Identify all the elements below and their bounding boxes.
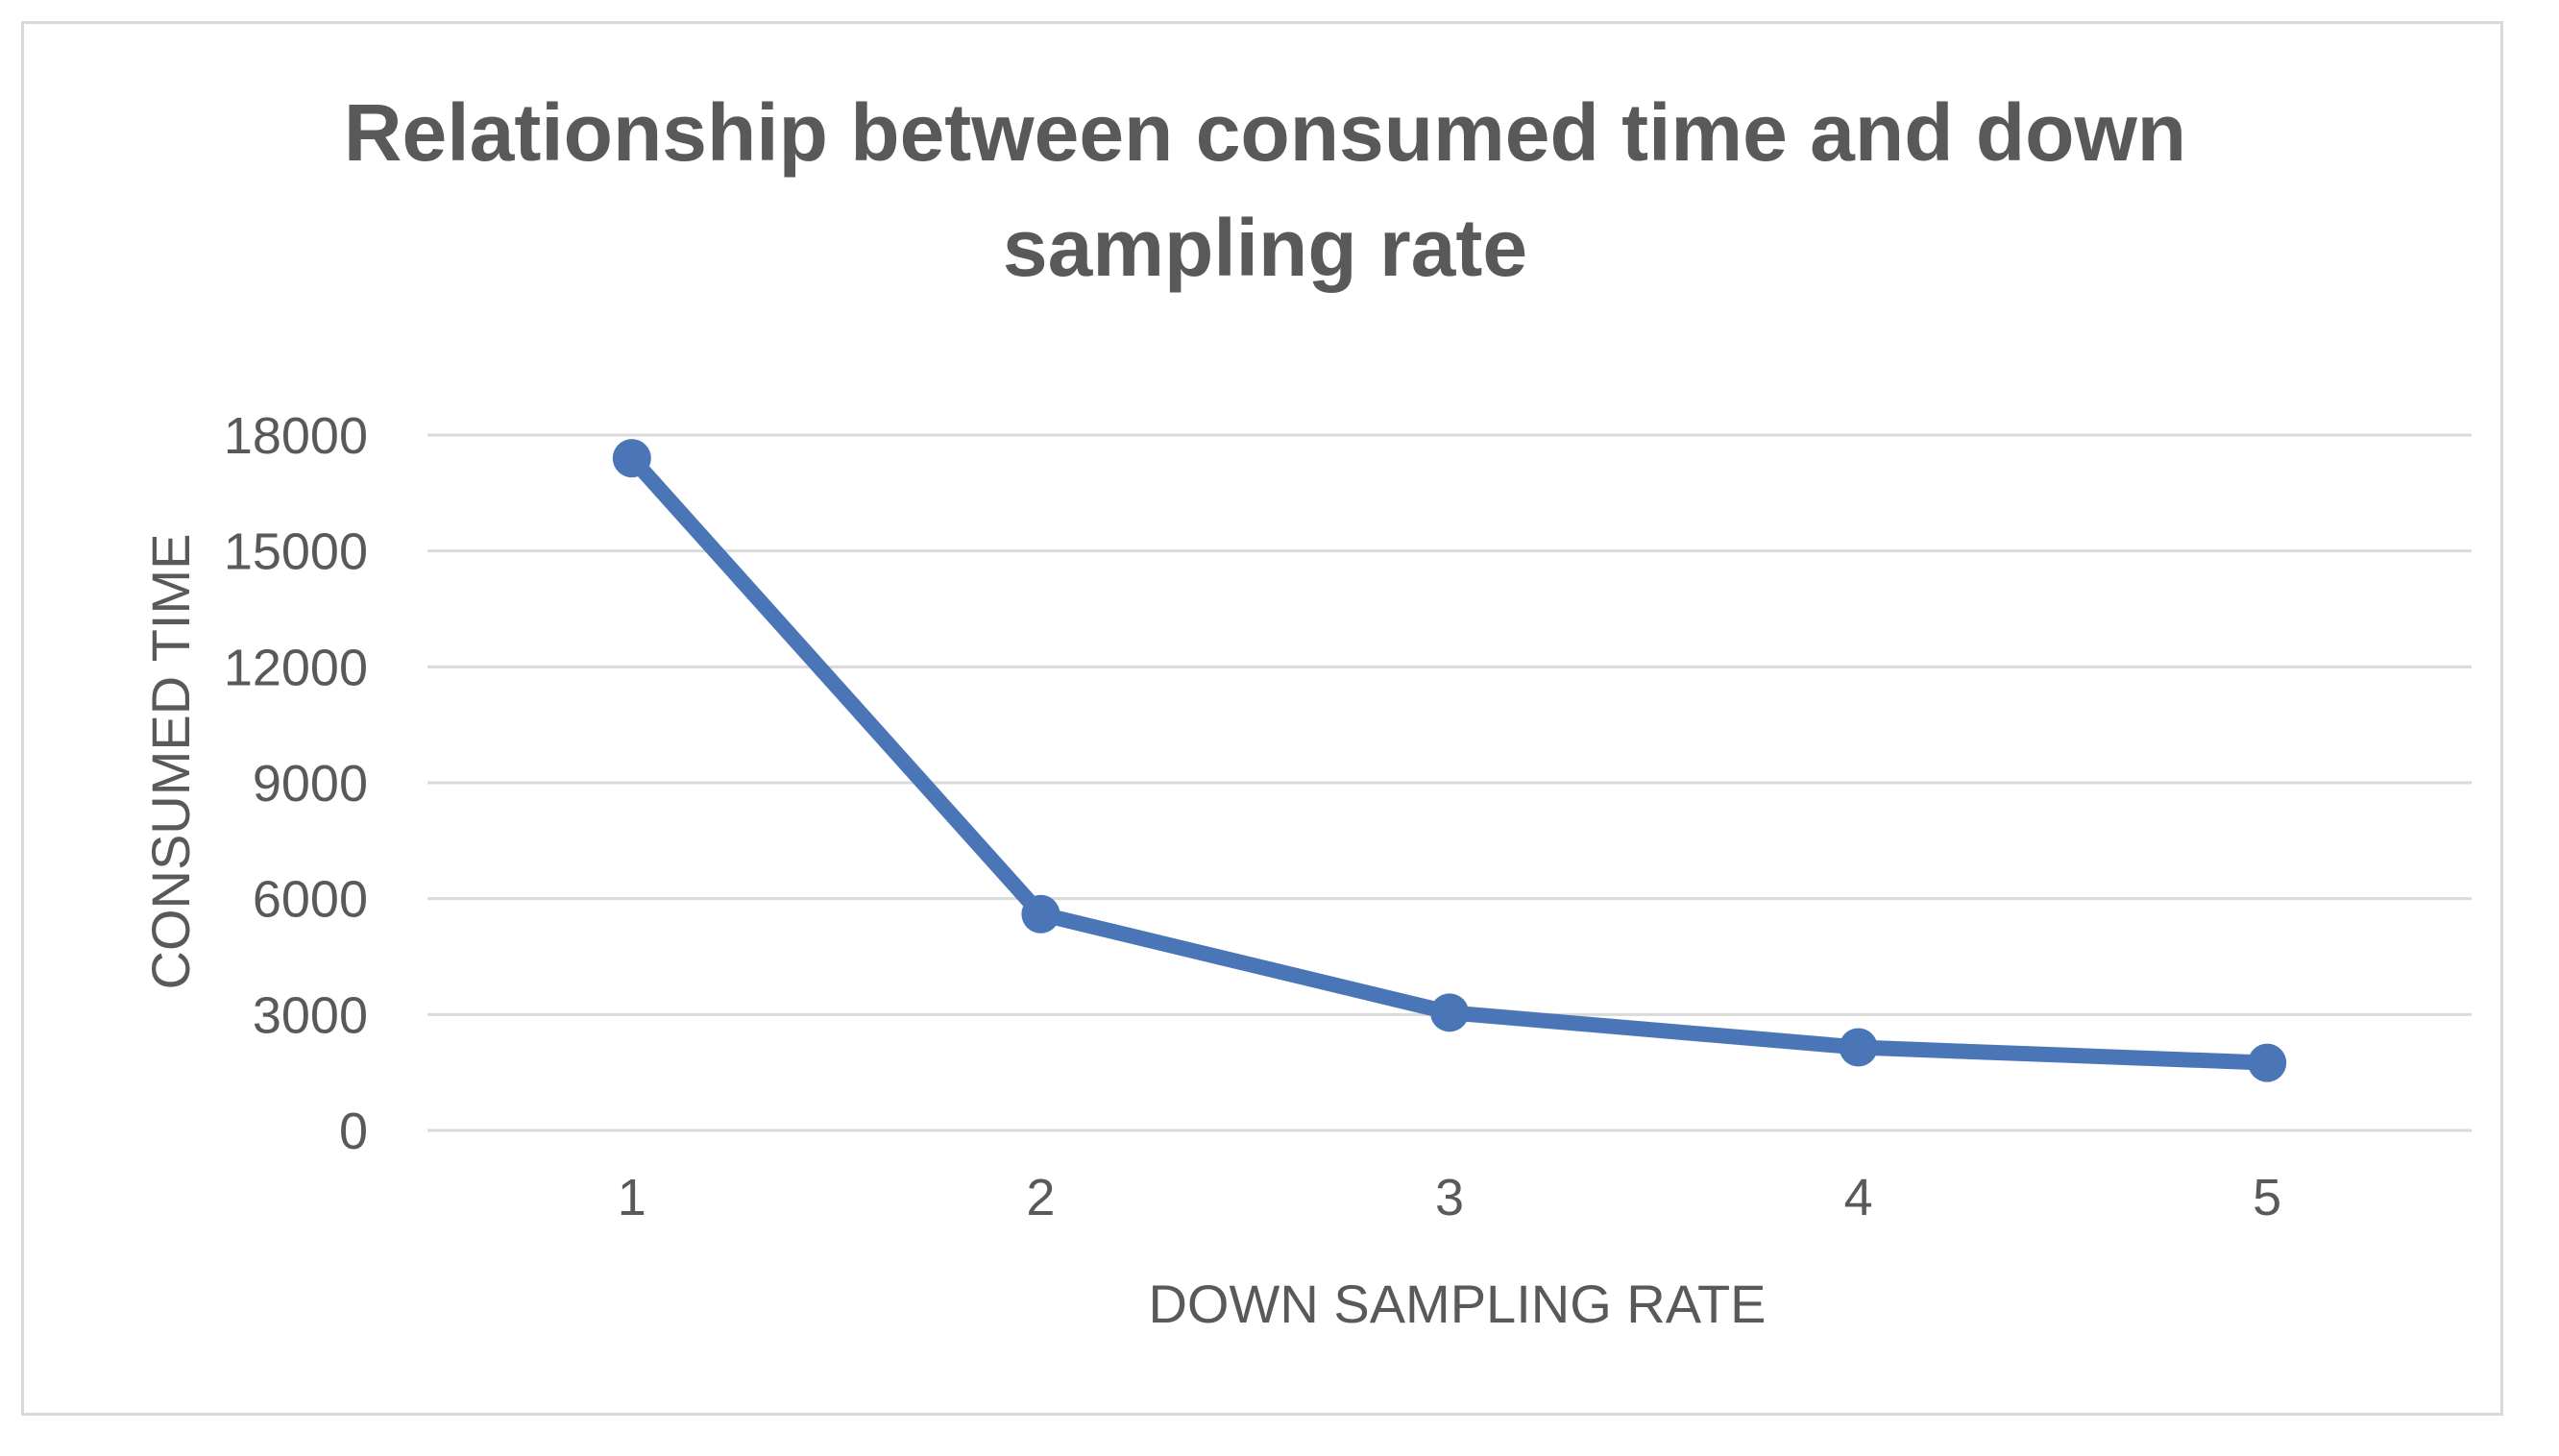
chart-svg: Relationship between consumed time and d… — [140, 87, 2472, 1334]
x-tick-label: 2 — [1026, 1169, 1055, 1226]
series — [612, 439, 2287, 1082]
y-tick-label: 0 — [339, 1103, 368, 1160]
x-tick-label: 3 — [1435, 1169, 1464, 1226]
y-tick-label: 18000 — [224, 407, 368, 465]
x-tick-label: 4 — [1844, 1169, 1873, 1226]
x-tick-label: 5 — [2253, 1169, 2281, 1226]
chart-title: Relationship between consumed time and d… — [344, 87, 2186, 293]
y-tick-label: 15000 — [224, 523, 368, 581]
data-point — [612, 439, 651, 478]
chart-title-line-2: sampling rate — [1003, 203, 1527, 293]
x-tick-labels: 1 2 3 4 5 — [618, 1169, 2281, 1226]
data-point — [1430, 993, 1469, 1032]
y-tick-label: 6000 — [253, 871, 368, 929]
x-axis-label: DOWN SAMPLING RATE — [1148, 1274, 1766, 1334]
y-tick-label: 9000 — [253, 755, 368, 813]
gridlines — [427, 433, 2472, 1132]
data-point — [2248, 1043, 2287, 1082]
y-tick-label: 12000 — [224, 639, 368, 696]
y-axis-label: CONSUMED TIME — [140, 534, 201, 990]
y-tick-label: 3000 — [253, 986, 368, 1044]
data-point — [1839, 1028, 1878, 1067]
chart-frame: Relationship between consumed time and d… — [21, 21, 2503, 1416]
y-tick-labels: 0 3000 6000 9000 12000 15000 18000 — [224, 407, 368, 1160]
chart-title-line-1: Relationship between consumed time and d… — [344, 87, 2186, 178]
x-tick-label: 1 — [618, 1169, 646, 1226]
data-point — [1021, 894, 1060, 934]
series-line-0 — [623, 450, 2276, 1071]
